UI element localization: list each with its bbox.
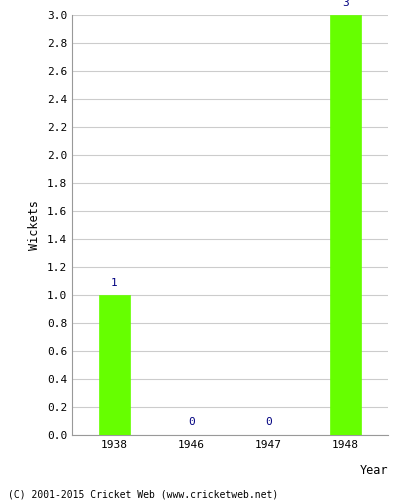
Text: 1: 1 [111,278,118,288]
Bar [330,15,361,435]
Text: 0: 0 [188,416,195,426]
Text: (C) 2001-2015 Cricket Web (www.cricketweb.net): (C) 2001-2015 Cricket Web (www.cricketwe… [8,490,278,500]
Text: 0: 0 [265,416,272,426]
Text: 3: 3 [342,0,349,8]
Y-axis label: Wickets: Wickets [28,200,41,250]
Text: Year: Year [360,464,388,477]
Bar [99,295,130,435]
